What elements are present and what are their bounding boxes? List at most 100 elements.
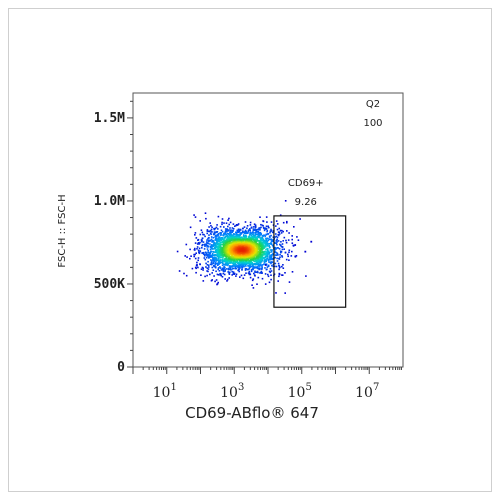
event-dot [217,259,219,261]
event-dot [287,239,290,241]
event-dot [231,247,234,249]
event-dot [273,241,276,244]
event-dot [252,236,254,238]
event-dot [263,234,265,236]
event-dot [244,252,247,255]
event-dot [231,238,234,241]
event-dot [259,255,261,258]
event-dot [224,233,226,235]
event-dot [254,257,256,260]
event-dot [259,268,261,270]
event-dot [257,230,260,233]
event-dot [215,260,218,262]
event-dot [210,259,212,261]
y-tick-label: 1.5M [94,111,125,126]
event-dot [212,262,215,265]
event-dot [236,257,239,259]
event-dot [207,238,209,240]
event-dot [231,242,233,244]
event-dot [232,272,235,274]
event-dot [269,261,272,263]
event-dot [221,267,224,270]
event-dot [270,261,273,263]
gate-rectangle[interactable] [273,215,347,308]
event-dot [220,256,223,259]
event-dot [226,263,228,265]
event-dot [209,232,212,234]
event-dot [217,215,220,218]
event-dot [260,252,263,254]
event-dot [202,233,204,236]
event-dot [268,235,271,237]
event-dot [241,236,243,238]
event-dot [207,246,210,248]
event-dot [220,252,222,254]
event-dot [229,266,232,269]
event-dot [202,280,205,282]
event-dot [232,251,234,254]
event-dot [232,223,235,225]
event-dot [259,251,261,254]
event-dot [216,231,218,233]
event-dot [270,241,273,243]
event-dot [202,269,204,271]
x-axis: 101 103 105 107 [132,366,403,401]
event-dot [216,224,218,226]
event-dot [275,242,278,244]
event-dot [215,235,218,238]
event-dot [221,268,224,270]
event-dot [217,257,220,259]
event-dot [279,250,282,253]
event-dot [239,267,241,269]
event-dot [275,254,278,256]
event-dot [286,221,288,224]
event-dot [228,217,230,220]
event-dot [269,242,272,244]
event-dot [256,236,258,238]
event-dot [270,274,272,276]
event-dot [227,230,229,232]
event-dot [212,240,214,243]
y-axis-title: FSC-H :: FSC-H [57,194,68,267]
event-dot [229,266,232,268]
event-dot [215,245,217,247]
event-dot [277,254,279,256]
event-dot [249,273,252,276]
event-dot [270,250,273,253]
event-dot [222,251,224,254]
event-dot [256,266,258,268]
event-dot [226,230,228,233]
event-dot [224,240,227,242]
event-dot [215,246,217,248]
event-dot [257,232,259,234]
event-dot [207,251,209,254]
event-dot [253,272,255,275]
event-dot [279,266,281,269]
event-dot [262,220,265,223]
event-dot [261,277,264,280]
event-dot [217,274,220,276]
event-dot [221,261,224,264]
event-dot [209,255,211,257]
event-dot [268,246,271,249]
event-dot [214,261,217,264]
event-dot [210,224,212,227]
event-dot [217,233,220,235]
event-dot [239,276,241,278]
event-dot [204,258,207,261]
event-dot [259,258,262,261]
event-dot [237,266,239,268]
event-dot [261,245,263,248]
event-dot [207,270,209,273]
event-dot [263,229,266,232]
event-dot [258,239,260,242]
event-dot [229,257,231,259]
event-dot [271,258,273,261]
event-dot [281,243,284,245]
event-dot [237,236,240,239]
event-dot [244,232,247,234]
event-dot [257,254,259,256]
event-dot [201,240,203,243]
event-dot [291,238,293,241]
event-dot [238,234,240,236]
